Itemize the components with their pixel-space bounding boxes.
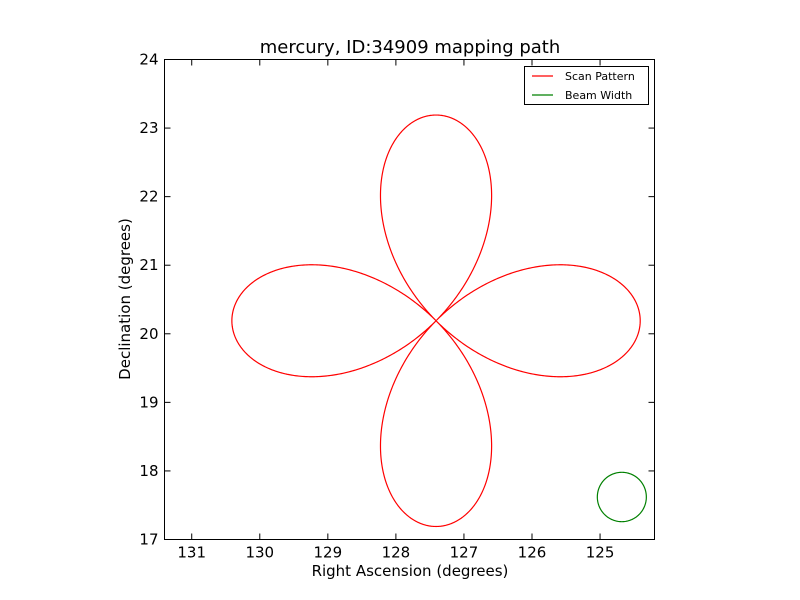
scan-pattern-line	[231, 114, 641, 528]
x-axis-label: Right Ascension (degrees)	[312, 562, 509, 580]
x-tick-label: 128	[382, 544, 411, 562]
plot-frame	[164, 59, 655, 540]
x-tick-label: 129	[314, 544, 343, 562]
x-tick-label: 125	[586, 544, 615, 562]
y-tick-label: 22	[139, 188, 158, 206]
chart-title: mercury, ID:34909 mapping path	[260, 37, 561, 58]
legend: Scan Pattern Beam Width	[524, 66, 649, 105]
x-tick-label: 127	[450, 544, 479, 562]
legend-label-scan-pattern: Scan Pattern	[565, 70, 635, 83]
y-tick-label: 21	[139, 256, 158, 274]
y-tick-label: 24	[139, 51, 158, 69]
y-tick-label: 17	[139, 531, 158, 549]
y-tick-label: 18	[139, 462, 158, 480]
legend-label-beam-width: Beam Width	[565, 89, 632, 102]
x-tick-label: 126	[518, 544, 547, 562]
x-tick-label: 131	[177, 544, 206, 562]
x-tick-label: 130	[245, 544, 274, 562]
beam-width-circle	[596, 471, 647, 523]
y-tick-label: 19	[139, 393, 158, 411]
legend-box	[524, 66, 649, 105]
y-tick-label: 23	[139, 119, 158, 137]
y-tick-label: 20	[139, 325, 158, 343]
y-axis-label: Declination (degrees)	[116, 218, 134, 380]
